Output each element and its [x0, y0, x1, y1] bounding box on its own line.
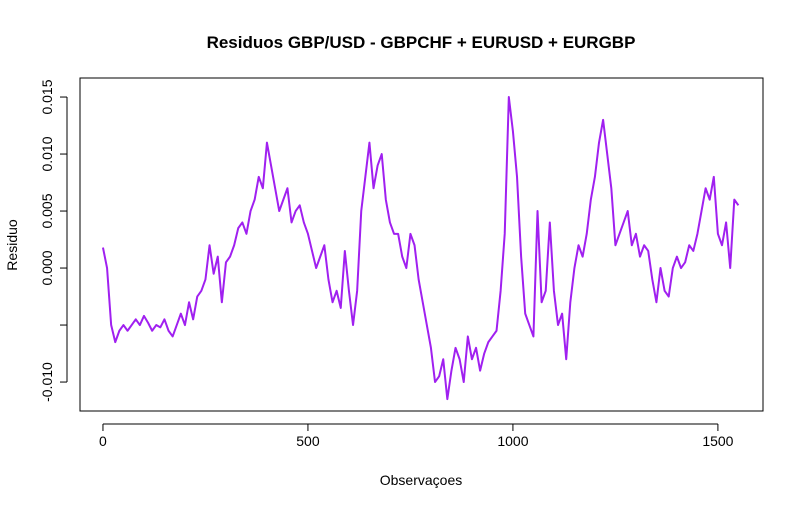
y-axis-title: Residuo	[4, 219, 20, 271]
plot-box	[79, 77, 764, 412]
y-tick-label: 0.000	[39, 250, 55, 285]
x-tick-label: 500	[296, 433, 320, 449]
x-tick-label: 0	[99, 433, 107, 449]
y-tick-label: 0.005	[39, 193, 55, 228]
y-tick-label: 0.015	[39, 79, 55, 114]
x-tick-label: 1500	[702, 433, 733, 449]
x-axis-title: Observaçoes	[380, 472, 462, 488]
x-tick-label: 1000	[497, 433, 528, 449]
y-tick-label: 0.010	[39, 136, 55, 171]
chart-title: Residuos GBP/USD - GBPCHF + EURUSD + EUR…	[207, 33, 636, 52]
series-line	[101, 96, 740, 401]
y-tick-label: -0.010	[39, 362, 55, 402]
